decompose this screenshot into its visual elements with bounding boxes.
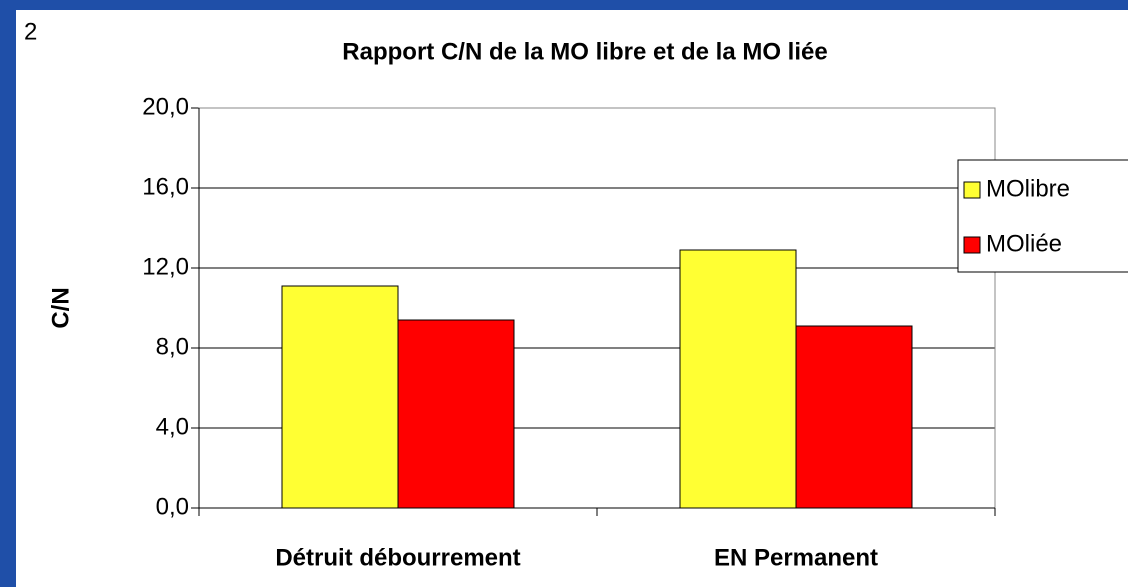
y-tick-label: 12,0 — [142, 253, 189, 280]
bar — [397, 319, 515, 509]
y-tick-label: 4,0 — [156, 413, 189, 440]
y-tick-label: 8,0 — [156, 333, 189, 360]
legend-swatch — [963, 181, 981, 199]
legend-label: MOliée — [986, 230, 1062, 257]
x-tick-label: EN Permanent — [714, 544, 878, 571]
y-tick-label: 0,0 — [156, 493, 189, 520]
bar — [281, 285, 399, 509]
legend-box — [957, 159, 1128, 273]
y-axis-title: C/N — [47, 287, 74, 328]
chart-panel — [16, 10, 1128, 587]
y-tick-label: 20,0 — [142, 93, 189, 120]
legend-swatch — [963, 236, 981, 254]
slide-number: 2 — [24, 18, 37, 45]
legend-label: MOlibre — [986, 175, 1070, 202]
y-tick-label: 16,0 — [142, 173, 189, 200]
chart-title: Rapport C/N de la MO libre et de la MO l… — [342, 38, 827, 65]
bar — [679, 249, 797, 509]
x-tick-label: Détruit débourrement — [275, 544, 520, 571]
bar — [795, 325, 913, 509]
